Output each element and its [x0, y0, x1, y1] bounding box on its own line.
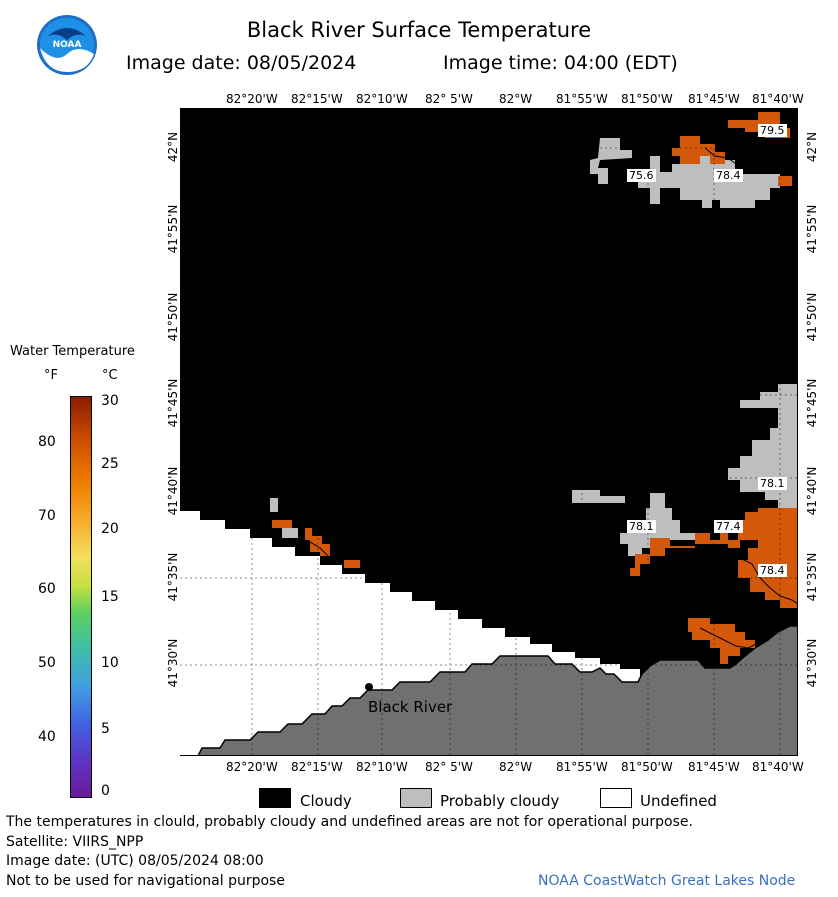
lon-label-bottom: 82°10'W [356, 760, 408, 774]
lat-label-right: 42°N [805, 131, 819, 163]
legend-undefined-label: Undefined [640, 792, 717, 810]
lon-label-top: 81°45'W [688, 92, 740, 106]
legend-undefined-swatch [600, 788, 632, 808]
c-tick: 30 [101, 393, 119, 409]
lon-label-top: 82°10'W [356, 92, 408, 106]
temperature-label: 75.6 [627, 169, 656, 182]
black-river-marker [365, 683, 373, 691]
c-tick: 25 [101, 456, 119, 472]
lat-label-right: 41°30'N [805, 638, 819, 688]
f-tick: 60 [38, 581, 56, 597]
temperature-label: 78.1 [627, 520, 656, 533]
temperature-colorbar [70, 396, 92, 798]
temperature-label: 79.5 [758, 124, 787, 137]
lon-label-top: 81°50'W [621, 92, 673, 106]
temperature-label: 78.4 [714, 169, 743, 182]
temperature-label: 78.1 [758, 477, 787, 490]
lon-label-top: 81°55'W [556, 92, 608, 106]
image-date: Image date: 08/05/2024 [126, 52, 357, 74]
temperature-map [180, 108, 798, 756]
map-frame [180, 108, 798, 756]
f-tick: 80 [38, 434, 56, 450]
c-tick: 15 [101, 589, 119, 605]
lat-label-left: 42°N [166, 131, 180, 163]
navigation-warning: Not to be used for navigational purpose [6, 873, 285, 889]
lon-label-top: 82°W [499, 92, 533, 106]
lat-label-left: 41°40'N [166, 466, 180, 516]
colorbar-unit-f: °F [44, 368, 58, 383]
temperature-label: 78.4 [758, 564, 787, 577]
lon-label-bottom: 82°20'W [226, 760, 278, 774]
graticule [180, 108, 798, 756]
lat-label-right: 41°45'N [805, 378, 819, 428]
lon-label-bottom: 82°W [499, 760, 533, 774]
lat-label-right: 41°50'N [805, 292, 819, 342]
black-river-label: Black River [368, 698, 453, 716]
lat-label-left: 41°35'N [166, 552, 180, 602]
lon-label-top: 81°40'W [752, 92, 804, 106]
lon-label-bottom: 81°45'W [688, 760, 740, 774]
lon-label-top: 82°15'W [291, 92, 343, 106]
lon-label-bottom: 81°40'W [752, 760, 804, 774]
land-area [180, 625, 798, 756]
c-tick: 0 [101, 783, 110, 799]
noaa-logo-text: NOAA [53, 40, 82, 50]
lon-label-bottom: 82°15'W [291, 760, 343, 774]
temperature-label: 77.4 [714, 520, 743, 533]
lon-label-bottom: 81°55'W [556, 760, 608, 774]
disclaimer-text: The temperatures in clould, probably clo… [6, 814, 693, 830]
lon-label-bottom: 82° 5'W [425, 760, 473, 774]
c-tick: 20 [101, 521, 119, 537]
c-tick: 5 [101, 721, 110, 737]
legend-cloudy-label: Cloudy [300, 792, 352, 810]
legend-probably-cloudy-label: Probably cloudy [440, 792, 560, 810]
f-tick: 50 [38, 655, 56, 671]
lat-label-left: 41°55'N [166, 204, 180, 254]
lon-label-top: 82° 5'W [425, 92, 473, 106]
colorbar-unit-c: °C [102, 368, 118, 383]
f-tick: 40 [38, 729, 56, 745]
lat-label-left: 41°30'N [166, 638, 180, 688]
lat-label-right: 41°55'N [805, 204, 819, 254]
lon-label-bottom: 81°50'W [621, 760, 673, 774]
f-tick: 70 [38, 508, 56, 524]
c-tick: 10 [101, 655, 119, 671]
colorbar-title: Water Temperature [10, 344, 135, 359]
lat-label-left: 41°50'N [166, 292, 180, 342]
noaa-logo: NOAA [37, 15, 97, 75]
credit-text: NOAA CoastWatch Great Lakes Node [538, 873, 796, 889]
contour-lines [297, 108, 798, 649]
utc-date-text: Image date: (UTC) 08/05/2024 08:00 [6, 853, 264, 869]
lat-label-right: 41°40'N [805, 466, 819, 516]
legend-probably-cloudy-swatch [400, 788, 432, 808]
page-title: Black River Surface Temperature [246, 18, 592, 42]
lat-label-right: 41°35'N [805, 552, 819, 602]
image-time: Image time: 04:00 (EDT) [443, 52, 678, 74]
legend-cloudy-swatch [259, 788, 291, 808]
satellite-text: Satellite: VIIRS_NPP [6, 834, 144, 850]
lat-label-left: 41°45'N [166, 378, 180, 428]
lon-label-top: 82°20'W [226, 92, 278, 106]
